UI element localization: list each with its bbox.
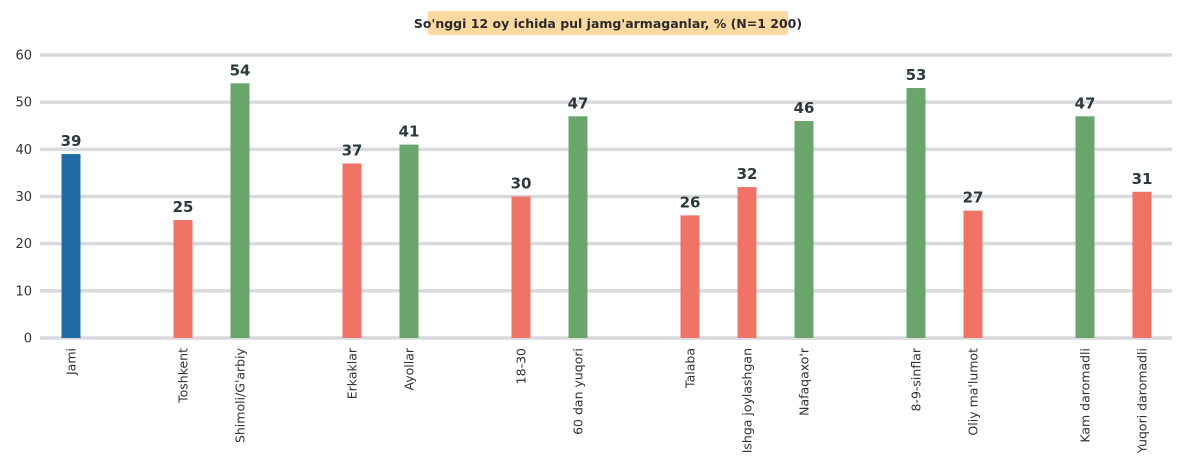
bar (342, 163, 362, 338)
x-tick-label: Kam daromadli (1078, 348, 1093, 443)
y-tick-label: 20 (15, 237, 32, 252)
x-tick-label: 60 dan yuqori (571, 348, 586, 435)
bar (61, 154, 81, 338)
x-tick-label: Jami (64, 348, 79, 376)
x-tick-label: Ayollar (402, 347, 417, 390)
data-label: 25 (173, 198, 194, 216)
y-tick-label: 60 (15, 49, 32, 64)
data-label: 47 (1075, 94, 1096, 112)
data-label: 41 (399, 123, 420, 141)
data-label: 26 (680, 193, 701, 211)
data-label: 46 (794, 99, 815, 117)
y-tick-label: 50 (15, 96, 32, 111)
x-tick-label: Nafaqaxo'r (797, 347, 812, 416)
bar (680, 215, 700, 338)
x-tick-label: Yuqori daromadli (1135, 348, 1150, 454)
x-tick-label: Erkaklar (345, 347, 360, 399)
data-label: 39 (61, 132, 82, 150)
data-label: 32 (737, 165, 758, 183)
bars (61, 83, 1152, 339)
x-tick-label: Ishga joylashgan (740, 348, 755, 453)
bar (568, 116, 588, 338)
bar (511, 196, 531, 338)
bar (1132, 191, 1152, 338)
bar (963, 210, 983, 338)
data-label: 30 (511, 175, 532, 193)
x-tick-label: Shimoli/G'arbiy (233, 347, 248, 443)
y-tick-label: 10 (15, 284, 32, 299)
category-labels: Jami Toshkent Shimoli/G'arbiy Erkaklar Ayoll… (64, 347, 1150, 454)
data-label: 54 (230, 61, 251, 79)
data-label: 53 (906, 66, 927, 84)
bar (230, 83, 250, 338)
x-tick-label: 18-30 (514, 348, 529, 384)
y-axis-tick-labels: 0 10 20 30 40 50 60 (15, 49, 32, 347)
data-label: 47 (568, 94, 589, 112)
x-tick-label: 8-9-sinflar (909, 347, 924, 411)
x-tick-label: Talaba (683, 348, 698, 389)
bar (399, 144, 419, 338)
y-tick-label: 30 (15, 190, 32, 205)
bar (906, 88, 926, 339)
value-labels: 39 25 54 37 41 30 47 26 32 46 53 27 47 31 (61, 61, 1153, 216)
bar (794, 121, 814, 339)
chart-title-background (428, 11, 788, 35)
chart-title: So'nggi 12 oy ichida pul jamg'armaganlar… (414, 16, 802, 31)
bar (1075, 116, 1095, 338)
bar (173, 220, 193, 338)
y-tick-label: 0 (24, 332, 32, 347)
data-label: 37 (342, 141, 363, 159)
data-label: 31 (1132, 170, 1153, 188)
bar (737, 187, 757, 338)
y-tick-label: 40 (15, 143, 32, 158)
chart-title-group: So'nggi 12 oy ichida pul jamg'armaganlar… (414, 11, 802, 35)
x-tick-label: Toshkent (176, 348, 191, 404)
data-label: 27 (963, 189, 984, 207)
grid-lines (40, 53, 1172, 340)
x-tick-label: Oliy ma'lumot (966, 348, 981, 436)
